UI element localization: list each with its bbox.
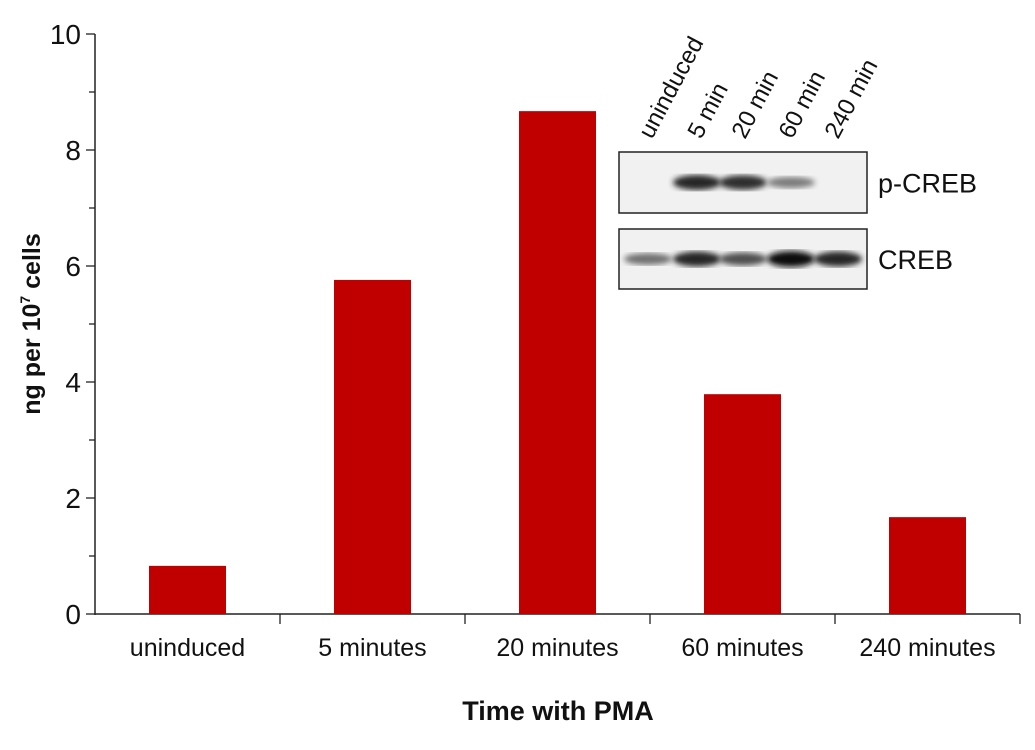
tick-labels: 0 2 4 6 8 10 uninduced 5 minutes 20 minutes 60 mi… <box>50 19 996 662</box>
y-tick-label: 0 <box>65 599 81 630</box>
bar-uninduced <box>149 565 226 614</box>
band <box>719 175 767 190</box>
bar-5-minutes <box>334 279 411 614</box>
y-tick-label: 6 <box>65 251 81 282</box>
band <box>624 253 672 265</box>
y-axis-label: ng per 107 cells <box>17 233 46 415</box>
band <box>719 252 767 266</box>
y-tick-label: 10 <box>50 19 81 50</box>
y-tick-label: 2 <box>65 483 81 514</box>
lane-label: 240 min <box>819 55 883 143</box>
x-tick-label: uninduced <box>130 634 245 662</box>
y-axis-label-suffix: cells <box>18 233 46 296</box>
blot-label: CREB <box>878 245 953 275</box>
band <box>814 251 862 267</box>
bars <box>149 111 966 614</box>
y-tick-label: 8 <box>65 135 81 166</box>
x-tick-label: 240 minutes <box>859 634 995 662</box>
y-axis-label-main: ng per 10 <box>18 304 46 415</box>
band <box>767 177 815 188</box>
bar-240-minutes <box>889 517 966 614</box>
axes <box>86 33 1021 624</box>
y-tick-label: 4 <box>65 367 81 398</box>
y-axis-label-sup: 7 <box>17 296 33 304</box>
band <box>673 175 721 190</box>
bar-60-minutes <box>704 394 781 614</box>
blot-label: p-CREB <box>878 169 977 199</box>
x-tick-label: 20 minutes <box>496 634 618 662</box>
band <box>673 251 721 267</box>
lane-label: 5 min <box>682 78 733 142</box>
bar-20-minutes <box>519 111 596 614</box>
x-tick-label: 5 minutes <box>318 634 426 662</box>
x-tick-label: 60 minutes <box>681 634 803 662</box>
band <box>767 251 815 267</box>
x-axis-label: Time with PMA <box>462 696 654 726</box>
